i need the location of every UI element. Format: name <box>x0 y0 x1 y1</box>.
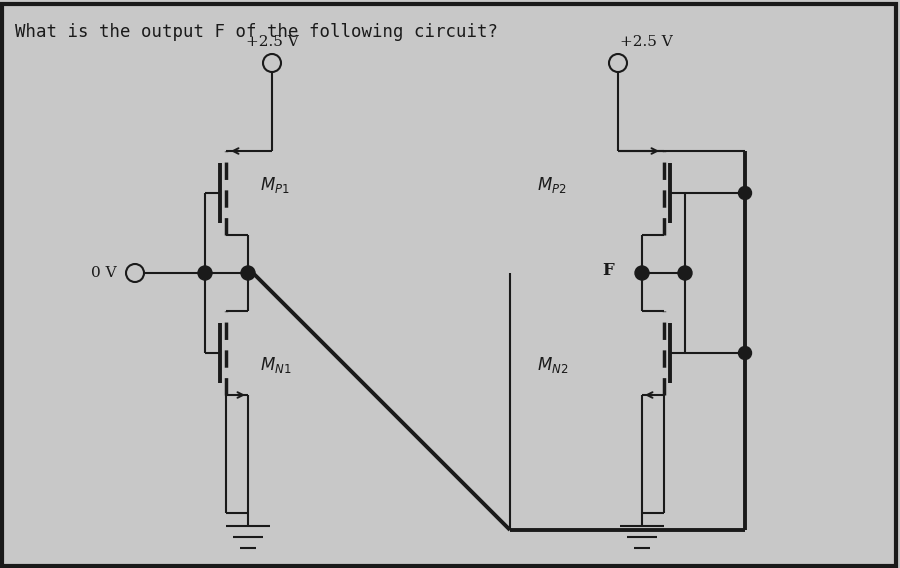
Text: F: F <box>602 261 614 278</box>
Text: +2.5 V: +2.5 V <box>619 35 672 49</box>
Text: $M_{N2}$: $M_{N2}$ <box>537 355 568 375</box>
Circle shape <box>678 266 692 280</box>
Circle shape <box>739 186 752 199</box>
Text: $M_{P1}$: $M_{P1}$ <box>260 175 290 195</box>
Text: 0 V: 0 V <box>92 266 117 280</box>
Text: +2.5 V: +2.5 V <box>246 35 299 49</box>
Circle shape <box>635 266 649 280</box>
Text: $M_{P2}$: $M_{P2}$ <box>537 175 567 195</box>
Circle shape <box>198 266 212 280</box>
Text: $M_{N1}$: $M_{N1}$ <box>260 355 292 375</box>
Circle shape <box>241 266 255 280</box>
Circle shape <box>739 346 752 360</box>
Text: What is the output F of the following circuit?: What is the output F of the following ci… <box>15 23 498 41</box>
